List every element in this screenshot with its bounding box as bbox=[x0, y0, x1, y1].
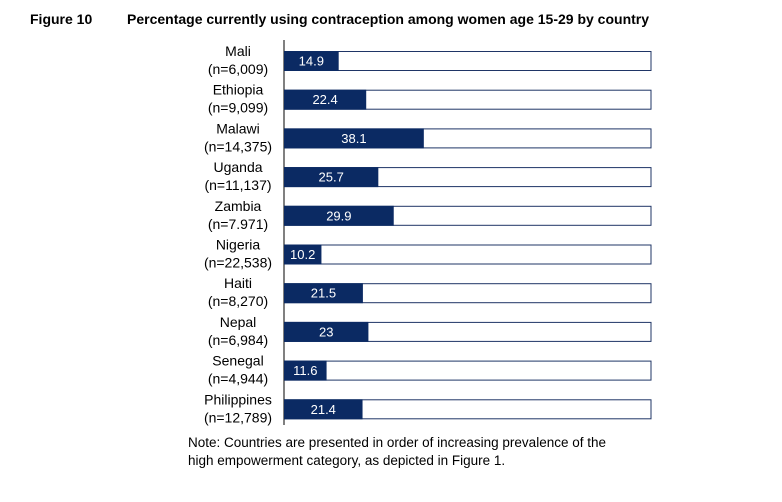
bar bbox=[284, 244, 322, 265]
category-label: Haiti bbox=[224, 275, 252, 291]
category-label: Nigeria bbox=[216, 237, 261, 253]
category-sample-size: (n=8,270) bbox=[208, 293, 268, 309]
bar-value-label: 38.1 bbox=[341, 131, 366, 146]
chart-note: Note: Countries are presented in order o… bbox=[188, 434, 606, 470]
bar-chart: 14.9 Mali (n=6,009) 22.4 Ethiopia (n=9,099) 38… bbox=[204, 40, 652, 425]
figure-number: Figure 10 bbox=[30, 11, 93, 27]
figure-header: Figure 10 Percentage currently using cont… bbox=[30, 11, 649, 27]
bar bbox=[284, 128, 424, 149]
bar bbox=[284, 399, 363, 420]
bar-remainder bbox=[284, 51, 652, 71]
category-label: Philippines bbox=[204, 391, 272, 407]
note-line-1: Note: Countries are presented in order o… bbox=[188, 435, 606, 450]
bar-value-label: 10.2 bbox=[290, 247, 315, 262]
category-label: Uganda bbox=[213, 159, 262, 175]
bar bbox=[284, 205, 394, 226]
bar-value-label: 21.5 bbox=[311, 286, 336, 301]
bar-value-label: 11.6 bbox=[293, 363, 317, 378]
bar bbox=[284, 167, 379, 188]
category-sample-size: (n=6,009) bbox=[208, 61, 268, 77]
category-sample-size: (n=12,789) bbox=[204, 409, 272, 425]
bar-value-label: 23 bbox=[319, 324, 333, 339]
category-sample-size: (n=4,944) bbox=[208, 371, 268, 387]
category-sample-size: (n=22,538) bbox=[204, 255, 272, 271]
bar bbox=[284, 89, 367, 110]
bar-value-label: 25.7 bbox=[319, 170, 344, 185]
category-label: Ethiopia bbox=[213, 82, 264, 98]
figure-title: Percentage currently using contraception… bbox=[127, 11, 650, 27]
category-sample-size: (n=6,984) bbox=[208, 332, 268, 348]
bar-value-label: 21.4 bbox=[311, 402, 336, 417]
bar bbox=[284, 321, 369, 342]
bar-value-label: 22.4 bbox=[312, 92, 337, 107]
category-label: Senegal bbox=[212, 353, 263, 369]
note-line-2: high empowerment category, as depicted i… bbox=[188, 453, 506, 468]
category-sample-size: (n=14,375) bbox=[204, 138, 272, 154]
category-sample-size: (n=7.971) bbox=[208, 216, 268, 232]
category-label: Malawi bbox=[216, 120, 260, 136]
category-sample-size: (n=9,099) bbox=[208, 100, 268, 116]
bar-remainder bbox=[284, 360, 652, 381]
category-label: Nepal bbox=[220, 314, 257, 330]
category-label: Zambia bbox=[215, 198, 262, 214]
bar bbox=[284, 51, 339, 71]
category-label: Mali bbox=[225, 43, 251, 59]
category-sample-size: (n=11,137) bbox=[204, 177, 271, 193]
bar-value-label: 14.9 bbox=[299, 54, 324, 69]
bar bbox=[284, 360, 327, 381]
bar bbox=[284, 283, 363, 304]
bar-remainder bbox=[284, 244, 652, 265]
bar-value-label: 29.9 bbox=[326, 208, 351, 223]
